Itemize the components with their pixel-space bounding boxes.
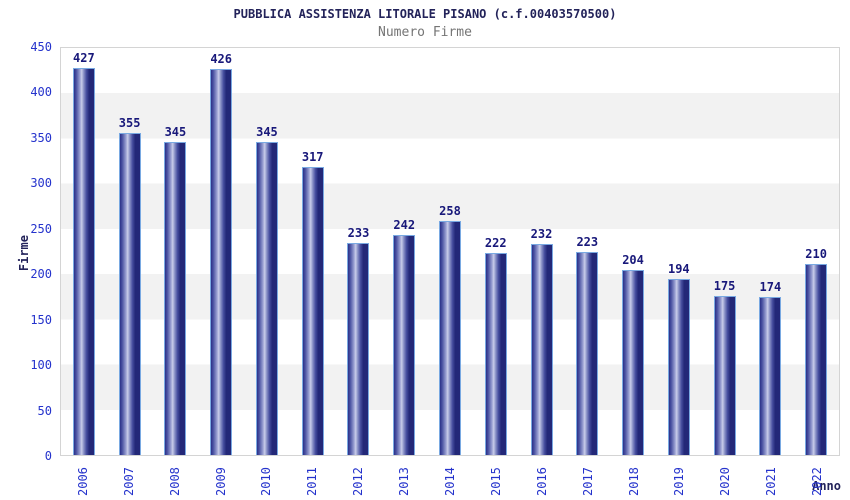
x-axis-tick-label: 2017 xyxy=(580,467,595,496)
chart-title: PUBBLICA ASSISTENZA LITORALE PISANO (c.f… xyxy=(233,7,617,21)
x-axis-tick-label: 2020 xyxy=(718,467,733,496)
bar xyxy=(255,141,278,455)
x-axis-tick-label: 2014 xyxy=(443,467,457,496)
bar-column: 232 xyxy=(519,48,565,455)
bar xyxy=(530,244,553,455)
x-axis-title: Anno xyxy=(812,479,841,493)
x-axis-tick-label: 2022 xyxy=(810,467,825,496)
x-axis-tick-label: 2016 xyxy=(534,467,549,496)
bar-value-label: 345 xyxy=(256,124,278,139)
bar-column: 258 xyxy=(427,48,473,455)
x-axis-tick-label: 2015 xyxy=(488,467,503,496)
bar-value-label: 232 xyxy=(530,227,553,242)
bar-column: 345 xyxy=(244,48,290,455)
bar xyxy=(484,253,507,455)
bar xyxy=(393,235,416,455)
y-axis-tick-label: 200 xyxy=(30,267,52,282)
bar xyxy=(759,296,782,455)
bar xyxy=(713,295,736,455)
y-axis-tick-label: 100 xyxy=(30,358,52,373)
bar-column: 174 xyxy=(747,48,793,455)
bar-value-label: 174 xyxy=(759,279,782,294)
bar-column: 233 xyxy=(335,48,381,455)
bar-value-label: 222 xyxy=(484,236,507,251)
x-axis-tick-label: 2009 xyxy=(213,467,228,496)
y-axis-tick-label: 450 xyxy=(30,40,52,54)
y-axis-tick-label: 50 xyxy=(37,403,52,418)
y-axis-tick-label: 250 xyxy=(30,221,52,236)
x-axis-tick-label: 2012 xyxy=(351,467,366,496)
bar-column: 194 xyxy=(656,48,702,455)
bar xyxy=(210,68,233,455)
bar-column: 355 xyxy=(107,48,153,455)
x-axis-tick-label: 2011 xyxy=(305,467,320,496)
bar-value-label: 204 xyxy=(622,252,644,267)
x-axis-tick-label: 2018 xyxy=(626,467,641,496)
bar-value-label: 427 xyxy=(73,50,95,65)
bar xyxy=(347,243,370,455)
bar xyxy=(118,132,141,455)
bar-column: 210 xyxy=(793,48,839,455)
bar-column: 427 xyxy=(61,48,107,455)
x-axis-tick-label: 2019 xyxy=(672,467,687,496)
bar-column: 345 xyxy=(152,48,198,455)
chart-subtitle: Numero Firme xyxy=(378,25,472,40)
bar xyxy=(164,141,187,455)
bar xyxy=(301,167,324,455)
y-axis-tick-label: 150 xyxy=(30,312,52,327)
bar-column: 317 xyxy=(290,48,336,455)
bar-column: 175 xyxy=(702,48,748,455)
y-axis-tick-label: 300 xyxy=(30,176,52,191)
bar-column: 204 xyxy=(610,48,656,455)
bar xyxy=(439,220,461,455)
plot-area: 427 355 345 426 345 317 233 242 258 222 232 223 204 1… xyxy=(60,47,840,456)
bar xyxy=(622,269,645,455)
bar-column: 242 xyxy=(381,48,427,455)
bar-value-label: 355 xyxy=(118,115,141,130)
x-axis-tick-label: 2021 xyxy=(764,467,779,496)
x-axis-tick-label: 2006 xyxy=(75,467,90,496)
bar-column: 426 xyxy=(198,48,244,455)
y-axis-tick-label: 0 xyxy=(44,449,52,463)
x-axis-tick-label: 2010 xyxy=(259,467,274,496)
bar-value-label: 426 xyxy=(210,51,233,66)
bar xyxy=(805,264,828,455)
bar-value-label: 258 xyxy=(439,203,461,218)
x-axis-tick-label: 2013 xyxy=(397,467,412,496)
y-axis-tick-label: 400 xyxy=(30,85,52,100)
bar-value-label: 242 xyxy=(393,218,416,233)
bar xyxy=(667,278,690,455)
bar xyxy=(576,252,599,455)
bar-value-label: 194 xyxy=(667,261,690,276)
bar-value-label: 223 xyxy=(576,235,599,250)
bar-value-label: 317 xyxy=(301,150,324,165)
bar-column: 222 xyxy=(473,48,519,455)
bar-value-label: 345 xyxy=(164,124,187,139)
bar-value-label: 210 xyxy=(805,247,827,262)
bar xyxy=(72,67,95,455)
bar-value-label: 233 xyxy=(347,226,370,241)
bar-column: 223 xyxy=(564,48,610,455)
x-axis-tick-label: 2008 xyxy=(167,467,182,496)
bar-value-label: 175 xyxy=(713,278,736,293)
y-axis-tick-label: 350 xyxy=(30,130,52,145)
x-axis-tick-label: 2007 xyxy=(121,467,136,496)
